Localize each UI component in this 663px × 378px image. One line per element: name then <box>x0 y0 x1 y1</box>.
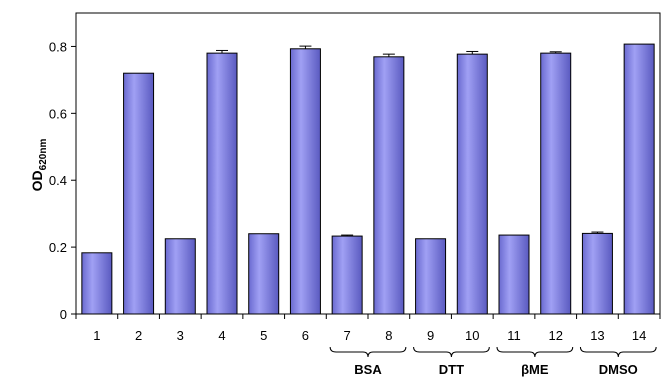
group-label-BSA: BSA <box>354 362 382 377</box>
plot-frame <box>75 12 661 315</box>
bar-10 <box>456 53 488 315</box>
x-tick-label-11: 11 <box>507 328 521 343</box>
x-tick-label-7: 7 <box>344 328 351 343</box>
group-brace-BSA <box>329 346 407 358</box>
group-brace-DTT <box>413 346 490 358</box>
bar-1 <box>81 252 113 315</box>
bar-9 <box>415 238 447 315</box>
group-label-βME: βME <box>521 362 549 377</box>
group-label-DMSO: DMSO <box>599 362 638 377</box>
x-tick-label-4: 4 <box>218 328 225 343</box>
bar-5 <box>248 233 280 315</box>
y-tick-label: 0.4 <box>49 173 67 188</box>
y-axis-title-main: OD <box>29 170 45 191</box>
bar-8 <box>373 56 405 315</box>
bar-14 <box>623 43 655 315</box>
y-tick-label: 0 <box>60 307 67 322</box>
bar-3 <box>164 238 196 315</box>
x-tick-label-5: 5 <box>260 328 267 343</box>
x-tick-label-9: 9 <box>427 328 434 343</box>
group-label-DTT: DTT <box>439 362 464 377</box>
x-tick-label-12: 12 <box>548 328 562 343</box>
bar-6 <box>289 48 321 315</box>
x-tick-label-6: 6 <box>302 328 309 343</box>
x-tick-label-8: 8 <box>385 328 392 343</box>
y-tick-label: 0.8 <box>49 39 67 54</box>
bar-11 <box>498 234 530 315</box>
y-tick-label: 0.6 <box>49 106 67 121</box>
x-tick-label-1: 1 <box>93 328 100 343</box>
x-tick-label-14: 14 <box>632 328 646 343</box>
group-brace-βME <box>496 346 574 358</box>
y-axis-title-subscript: 620nm <box>38 139 49 171</box>
x-tick-label-2: 2 <box>135 328 142 343</box>
x-tick-label-13: 13 <box>590 328 604 343</box>
bar-12 <box>540 52 572 315</box>
x-tick-label-10: 10 <box>465 328 479 343</box>
y-axis-title: OD620nm <box>29 139 49 192</box>
bar-2 <box>123 72 155 315</box>
bar-4 <box>206 52 238 315</box>
bar-7 <box>331 235 363 315</box>
x-tick-label-3: 3 <box>177 328 184 343</box>
y-tick-label: 0.2 <box>49 240 67 255</box>
bar-13 <box>581 232 613 315</box>
group-brace-DMSO <box>579 346 657 358</box>
